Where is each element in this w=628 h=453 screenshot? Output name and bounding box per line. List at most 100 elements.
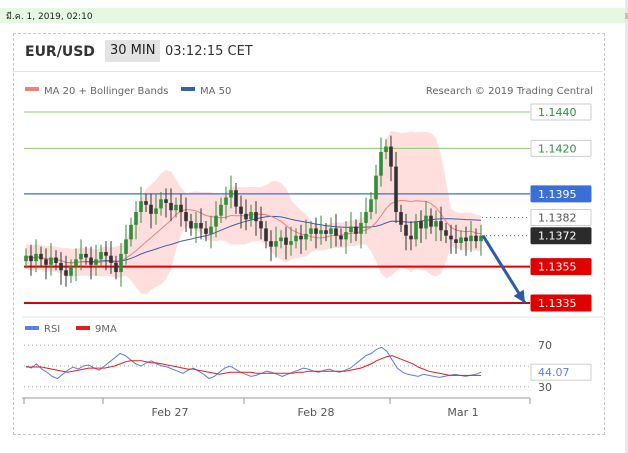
rsi-legend-label: RSI (44, 324, 60, 335)
x-tick-1: Feb 28 (298, 406, 335, 419)
candle-body-47 (259, 221, 263, 229)
candle-body-18 (114, 262, 118, 273)
header-divider (13, 71, 603, 72)
candle-body-82 (434, 221, 438, 227)
candle-body-83 (439, 221, 443, 231)
level-label-box-3 (530, 209, 592, 227)
candle-body-84 (444, 230, 448, 236)
level-labels: 1.1440 1.1420 1.1395 1.1382 1.1372 1.1355 1.13… (530, 103, 592, 312)
level-label-3: 1.1382 (538, 212, 577, 225)
candle-body-31 (179, 204, 183, 213)
level-label-box-4 (530, 227, 592, 245)
candle-body-59 (319, 230, 323, 234)
candle-body-74 (394, 166, 398, 213)
bollinger-band (26, 130, 481, 295)
scrollbar[interactable] (625, 0, 628, 453)
candle-body-2 (34, 253, 38, 262)
forecast-arrow-line (481, 234, 527, 304)
candle-body-52 (284, 237, 288, 245)
candle-body-10 (74, 259, 78, 267)
level-label-1: 1.1420 (538, 142, 577, 155)
candle-body-85 (449, 235, 453, 240)
rsi-panel: 70 30 44.07 (24, 339, 592, 394)
rsi-legend-swatch (25, 326, 39, 330)
candle-body-24 (144, 201, 148, 205)
candle-body-37 (209, 226, 213, 234)
candle-body-62 (334, 228, 338, 236)
candle-body-35 (199, 222, 203, 229)
candle-body-75 (399, 212, 403, 225)
candle-body-73 (389, 146, 393, 167)
level-lines (24, 111, 530, 304)
level-label-0: 1.1440 (538, 106, 577, 119)
level-label-2: 1.1395 (538, 188, 577, 201)
candle-body-50 (274, 241, 278, 247)
candle-body-86 (454, 239, 458, 243)
candle-body-44 (244, 213, 248, 220)
candle-body-77 (409, 235, 413, 240)
x-tick-0: Feb 27 (152, 406, 189, 419)
candle-body-38 (214, 215, 218, 227)
chart-time: 03:12:15 CET (165, 44, 253, 59)
candle-body-56 (304, 233, 308, 240)
candle-body-7 (59, 262, 63, 271)
candle-body-45 (249, 212, 253, 220)
ma20-legend-swatch (25, 87, 39, 91)
candle-body-32 (184, 212, 188, 222)
candle-body-54 (294, 235, 298, 242)
scrollbar-thumb[interactable] (625, 13, 628, 19)
candle-body-6 (54, 257, 58, 263)
candle-body-28 (164, 199, 168, 203)
candle-body-53 (289, 241, 293, 245)
candle-body-76 (404, 224, 408, 236)
candle-body-33 (189, 221, 193, 229)
candle-body-26 (154, 208, 158, 214)
rsi-tick-1: 30 (538, 381, 552, 394)
forecast-arrow-head (513, 289, 525, 303)
candle-body-79 (419, 221, 423, 229)
ma50-legend-label: MA 50 (200, 86, 231, 97)
x-axis-ticks: Feb 27 Feb 28 Mar 1 (23, 398, 531, 419)
candle-body-21 (129, 224, 133, 240)
candle-body-80 (424, 215, 428, 229)
candle-body-49 (269, 241, 273, 247)
candle-body-42 (234, 190, 238, 207)
candle-body-22 (134, 212, 138, 225)
ma50-line (25, 215, 482, 264)
candle-body-12 (84, 253, 88, 258)
rsi-ma-legend-swatch (76, 326, 90, 330)
candle-body-30 (174, 204, 178, 211)
level-label-box-2 (530, 185, 592, 203)
level-label-4: 1.1372 (538, 230, 577, 243)
level-label-box-5 (530, 258, 592, 276)
candle-body-69 (369, 199, 373, 213)
candle-body-66 (354, 226, 358, 234)
candle-body-0 (24, 255, 28, 262)
candle-body-70 (374, 175, 378, 200)
candle-body-25 (149, 204, 153, 214)
candle-body-43 (239, 206, 243, 214)
candle-body-68 (364, 212, 368, 223)
candle-body-55 (299, 235, 303, 240)
candle-body-57 (309, 228, 313, 234)
candle-body-88 (464, 237, 468, 242)
candle-body-60 (324, 230, 328, 234)
forecast-arrow (481, 234, 527, 304)
candle-body-48 (264, 228, 268, 242)
candle-body-46 (254, 212, 258, 222)
candles (24, 135, 483, 287)
candle-body-15 (99, 252, 103, 260)
timeframe-badge[interactable]: 30 MIN (105, 40, 161, 62)
candle-body-1 (29, 255, 33, 262)
candle-body-41 (229, 190, 233, 198)
ma20-legend-label: MA 20 + Bollinger Bands (44, 86, 168, 97)
date-text: มี.ค. 1, 2019, 02:10 (6, 12, 93, 22)
candle-body-89 (469, 235, 473, 242)
ma50-legend-swatch (181, 87, 195, 91)
rsi-line (25, 346, 482, 380)
candle-body-36 (204, 228, 208, 234)
candle-body-91 (479, 235, 483, 242)
candle-body-34 (194, 222, 198, 229)
candle-body-71 (379, 152, 383, 176)
candle-body-5 (49, 257, 53, 265)
